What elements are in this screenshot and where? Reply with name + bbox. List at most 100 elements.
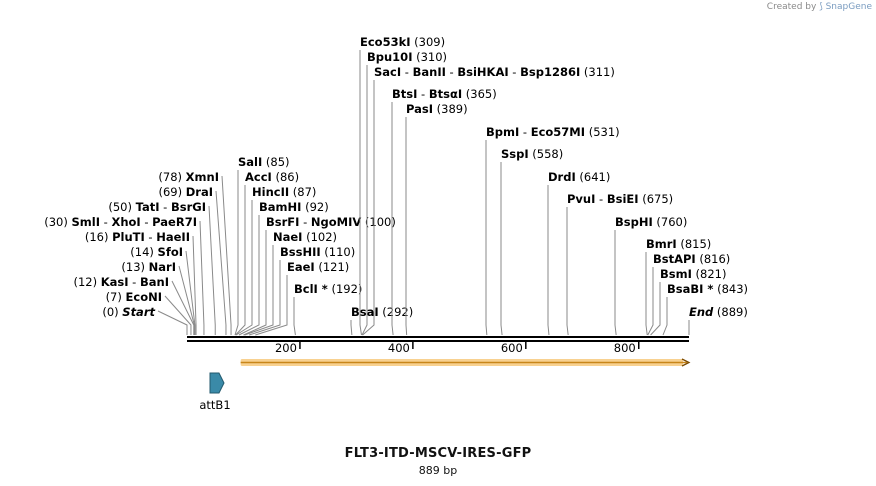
site-leader-line (235, 200, 253, 336)
site-label: NaeI (102) (273, 230, 337, 244)
site-position: (843) (713, 282, 748, 296)
enzyme-name: DraI (186, 185, 213, 199)
site-label: (16) PluTI - HaeII (85, 230, 190, 244)
site-separator: - (401, 65, 412, 79)
site-position: (815) (677, 237, 712, 251)
site-leader-line (391, 102, 394, 336)
site-label: BsmI (821) (660, 267, 726, 281)
enzyme-name: AccI (245, 170, 272, 184)
site-label: BsaI (292) (351, 305, 413, 319)
enzyme-name: KasI (101, 275, 129, 289)
site-leader-line (350, 320, 353, 336)
enzyme-name: SmlI (72, 215, 101, 229)
enzyme-name: PvuI (567, 192, 595, 206)
site-leader-line (361, 65, 368, 336)
site-leader-line (248, 260, 281, 336)
site-position: (310) (412, 50, 447, 64)
site-position: (821) (692, 267, 727, 281)
site-position: (675) (639, 192, 674, 206)
enzyme-name: NgoMIV (311, 215, 361, 229)
site-position: (69) (158, 185, 185, 199)
site-label: (0) Start (102, 305, 155, 319)
site-leader-line (238, 215, 260, 336)
enzyme-name: NaeI (273, 230, 302, 244)
site-position: (110) (321, 245, 356, 259)
credit-brand: SnapGene (825, 2, 872, 12)
site-label: BpmI - Eco57MI (531) (486, 125, 620, 139)
enzyme-name: Bsp1286I (520, 65, 580, 79)
map-title: FLT3-ITD-MSCV-IRES-GFP (344, 446, 532, 461)
site-label: DrdI (641) (548, 170, 610, 184)
site-position: (102) (302, 230, 337, 244)
enzyme-name: XmnI (186, 170, 219, 184)
credit-text: Created by (766, 2, 817, 12)
site-leader-line (255, 275, 288, 336)
site-label: BsaBI * (843) (667, 282, 748, 296)
enzyme-name: BsrFI (266, 215, 299, 229)
site-position: (389) (433, 102, 468, 116)
site-label: BspHI (760) (615, 215, 687, 229)
enzyme-name: XhoI (111, 215, 140, 229)
site-leader-line (662, 297, 668, 336)
site-label: EaeI (121) (287, 260, 349, 274)
site-position: (87) (289, 185, 316, 199)
site-label: SalI (85) (238, 155, 290, 169)
site-position: (85) (262, 155, 289, 169)
site-position: (50) (108, 200, 135, 214)
site-label: End (889) (689, 305, 748, 319)
site-label: (69) DraI (158, 185, 213, 199)
site-leader-line (208, 205, 216, 335)
site-leader-line (645, 252, 648, 336)
site-position: (16) (85, 230, 112, 244)
site-leader-line (293, 297, 296, 336)
site-position: (13) (121, 260, 148, 274)
enzyme-name: BsaBI * (667, 282, 713, 296)
site-label: (13) NarI (121, 260, 176, 274)
feature-attb1-label: attB1 (199, 398, 230, 412)
site-leader-line (650, 282, 661, 336)
site-separator: - (519, 125, 530, 139)
orf-arrowhead-icon (681, 358, 691, 367)
enzyme-name: BtsI (392, 87, 417, 101)
snapgene-credit: Created by ⟆ SnapGene (767, 2, 872, 12)
site-label: (78) XmnI (158, 170, 219, 184)
site-separator: - (595, 192, 606, 206)
map-length: 889 bp (418, 464, 458, 477)
site-separator: - (446, 65, 457, 79)
enzyme-name: Bpu10I (367, 50, 412, 64)
site-label: Eco53kI (309) (360, 35, 445, 49)
enzyme-name: SacI (374, 65, 401, 79)
site-leader-line (405, 117, 408, 336)
site-label: (50) TatI - BsrGI (108, 200, 206, 214)
site-separator: - (299, 215, 310, 229)
site-leader-line (171, 280, 195, 335)
site-position: (100) (361, 215, 396, 229)
enzyme-name: BstAPI (653, 252, 696, 266)
site-separator: - (509, 65, 520, 79)
site-position: (889) (713, 305, 748, 319)
site-leader-line (199, 220, 205, 335)
snapgene-logo-icon: ⟆ (819, 2, 823, 12)
enzyme-name: BtsαI (429, 87, 462, 101)
ruler-tick-label: 600 (501, 341, 523, 355)
enzyme-name: BamHI (259, 200, 301, 214)
enzyme-name: HaeII (156, 230, 190, 244)
ruler-tick-label: 800 (614, 341, 636, 355)
site-separator: - (129, 275, 140, 289)
site-label: AccI (86) (245, 170, 299, 184)
site-position: (309) (411, 35, 446, 49)
site-label: SacI - BanII - BsiHKAI - Bsp1286I (311) (374, 65, 615, 79)
site-label: (14) SfoI (130, 245, 183, 259)
enzyme-name: TatI (136, 200, 160, 214)
ruler-tick-label: 200 (275, 341, 297, 355)
site-position: (365) (462, 87, 497, 101)
enzyme-name: BsaI (351, 305, 379, 319)
site-position: (760) (653, 215, 688, 229)
site-position: (78) (158, 170, 185, 184)
site-leader-line (185, 250, 196, 335)
site-separator: - (100, 215, 111, 229)
site-label: BamHI (92) (259, 200, 329, 214)
enzyme-name: SfoI (158, 245, 183, 259)
site-separator: - (145, 230, 156, 244)
